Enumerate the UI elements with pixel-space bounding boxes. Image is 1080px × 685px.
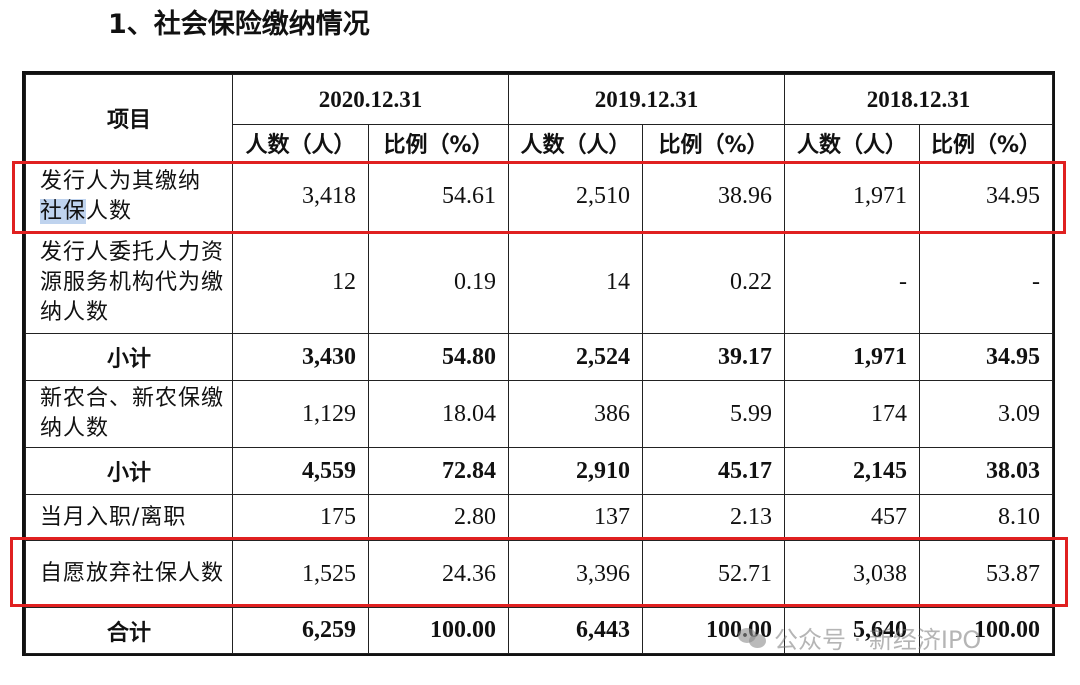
table-cell: 12	[232, 231, 369, 334]
table-cell: 3.09	[919, 380, 1053, 448]
table-cell: 52.71	[642, 540, 785, 608]
table-cell: 38.96	[642, 161, 785, 232]
row-label-part: 人数	[86, 198, 133, 224]
row-label: 新农合、新农保缴纳人数	[25, 380, 233, 448]
table-cell: 2,524	[508, 333, 643, 381]
subtotal-row: 小计 4,559 72.84 2,910 45.17 2,145 38.03	[25, 447, 1053, 495]
table-cell: 39.17	[642, 333, 785, 381]
subtotal-row: 小计 3,430 54.80 2,524 39.17 1,971 34.95	[25, 333, 1053, 381]
table-cell: 100.00	[368, 607, 509, 654]
table-cell: 6,259	[232, 607, 369, 654]
table-cell: -	[919, 231, 1053, 334]
row-label: 合计	[25, 607, 233, 654]
table-cell: 24.36	[368, 540, 509, 608]
table-cell: 38.03	[919, 447, 1053, 495]
row-label: 自愿放弃社保人数	[25, 540, 233, 608]
selected-text: 社保	[40, 198, 87, 224]
year-header: 2020.12.31	[232, 74, 509, 125]
table-row: 发行人委托人力资源服务机构代为缴纳人数 12 0.19 14 0.22 - -	[25, 231, 1053, 334]
row-label: 发行人为其缴纳 社保人数	[25, 161, 233, 232]
item-header: 项目	[25, 74, 233, 162]
table-cell: 1,525	[232, 540, 369, 608]
table-cell: 18.04	[368, 380, 509, 448]
year-header: 2018.12.31	[784, 74, 1053, 125]
table-cell: 386	[508, 380, 643, 448]
table-cell: 34.95	[919, 161, 1053, 232]
table-cell: 3,430	[232, 333, 369, 381]
social-insurance-table: 项目 2020.12.31 2019.12.31 2018.12.31 人数（人…	[22, 71, 1055, 656]
table-cell: 3,418	[232, 161, 369, 232]
row-label: 小计	[25, 333, 233, 381]
ratio-header: 比例（%）	[368, 124, 509, 162]
table-cell: 54.61	[368, 161, 509, 232]
count-header: 人数（人）	[784, 124, 920, 162]
table-cell: 1,971	[784, 161, 920, 232]
table-cell: 3,396	[508, 540, 643, 608]
table-cell: 53.87	[919, 540, 1053, 608]
year-header: 2019.12.31	[508, 74, 785, 125]
table-cell: 1,129	[232, 380, 369, 448]
ratio-header: 比例（%）	[642, 124, 785, 162]
table-cell: 4,559	[232, 447, 369, 495]
table-cell: 137	[508, 494, 643, 541]
table-cell: 14	[508, 231, 643, 334]
count-header: 人数（人）	[232, 124, 369, 162]
watermark-text: 公众号 · 新经济IPO	[774, 626, 982, 654]
table-cell: 2,510	[508, 161, 643, 232]
row-label: 小计	[25, 447, 233, 495]
table-cell: 6,443	[508, 607, 643, 654]
table-cell: 457	[784, 494, 920, 541]
table-cell: 174	[784, 380, 920, 448]
table-cell: 0.19	[368, 231, 509, 334]
count-header: 人数（人）	[508, 124, 643, 162]
table-cell: 34.95	[919, 333, 1053, 381]
table-cell: 2.13	[642, 494, 785, 541]
table-cell: 54.80	[368, 333, 509, 381]
table-row: 当月入职/离职 175 2.80 137 2.13 457 8.10	[25, 494, 1053, 541]
total-row: 合计 6,259 100.00 6,443 100.00 5,640 100.0…	[25, 607, 1053, 654]
table-cell: 0.22	[642, 231, 785, 334]
table-cell: 1,971	[784, 333, 920, 381]
table-cell: 45.17	[642, 447, 785, 495]
table-cell: 8.10	[919, 494, 1053, 541]
wechat-icon	[738, 626, 768, 650]
row-label: 当月入职/离职	[25, 494, 233, 541]
row-label: 发行人委托人力资源服务机构代为缴纳人数	[25, 231, 233, 334]
table-cell: 72.84	[368, 447, 509, 495]
table-row: 发行人为其缴纳 社保人数 3,418 54.61 2,510 38.96 1,97…	[25, 161, 1053, 232]
table-cell: 5.99	[642, 380, 785, 448]
row-label-part: 发行人为其缴纳	[40, 168, 202, 194]
table-cell: 100.00	[919, 607, 1053, 654]
table-cell: 2.80	[368, 494, 509, 541]
ratio-header: 比例（%）	[919, 124, 1053, 162]
table-cell: 3,038	[784, 540, 920, 608]
section-heading: 1、社会保险缴纳情况	[108, 9, 370, 40]
table-row: 新农合、新农保缴纳人数 1,129 18.04 386 5.99 174 3.0…	[25, 380, 1053, 448]
table-cell: 5,640	[784, 607, 920, 654]
table-cell: 2,910	[508, 447, 643, 495]
table-cell: 175	[232, 494, 369, 541]
table-cell: 2,145	[784, 447, 920, 495]
table-cell: -	[784, 231, 920, 334]
watermark: 公众号 · 新经济IPO	[738, 620, 981, 655]
table-row: 自愿放弃社保人数 1,525 24.36 3,396 52.71 3,038 5…	[25, 540, 1053, 608]
